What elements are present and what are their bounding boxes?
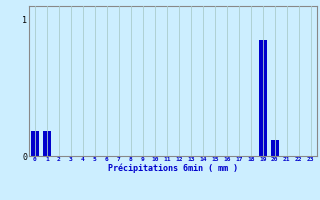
Bar	[259, 40, 267, 156]
X-axis label: Précipitations 6min ( mm ): Précipitations 6min ( mm )	[108, 164, 238, 173]
Bar	[271, 140, 279, 156]
Bar	[43, 131, 51, 156]
Bar	[31, 131, 39, 156]
